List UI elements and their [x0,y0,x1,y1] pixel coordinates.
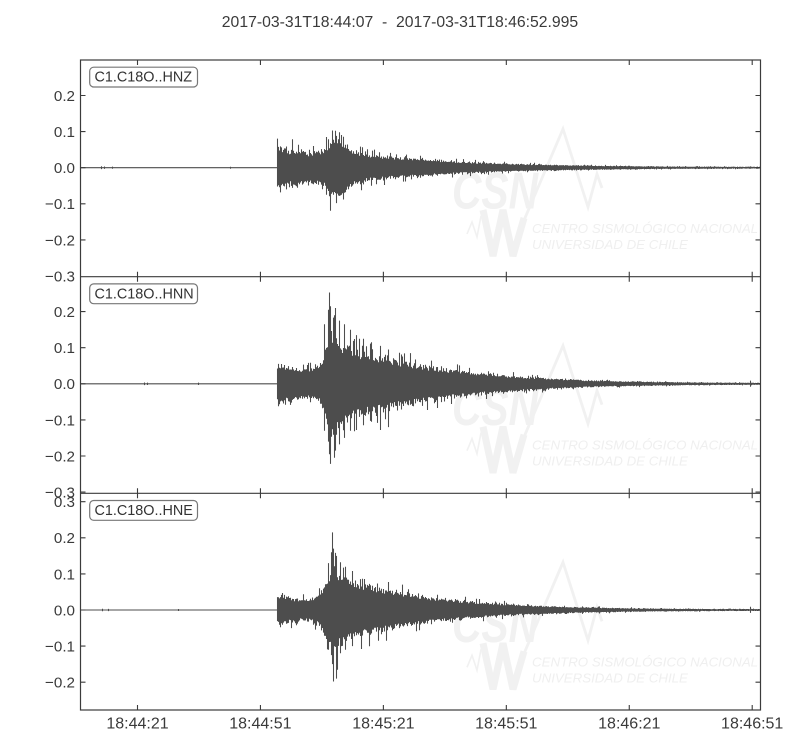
svg-text:0.2: 0.2 [54,530,75,547]
svg-text:0.1: 0.1 [54,566,75,583]
svg-text:0.3: 0.3 [54,494,75,511]
svg-text:C1.C18O..HNE: C1.C18O..HNE [95,503,193,519]
svg-text:UNIVERSIDAD DE CHILE: UNIVERSIDAD DE CHILE [532,237,688,252]
svg-text:−0.1: −0.1 [45,412,75,429]
svg-text:−0.2: −0.2 [45,232,75,249]
svg-text:0.0: 0.0 [54,602,75,619]
svg-text:18:44:21: 18:44:21 [106,716,168,733]
svg-text:18:46:51: 18:46:51 [721,716,783,733]
svg-text:C1.C18O..HNZ: C1.C18O..HNZ [95,70,193,86]
svg-text:−0.3: −0.3 [45,268,75,285]
svg-text:18:44:51: 18:44:51 [229,716,291,733]
svg-text:0.0: 0.0 [54,160,75,177]
svg-text:−0.1: −0.1 [45,196,75,213]
svg-text:0.2: 0.2 [54,304,75,321]
svg-text:18:45:21: 18:45:21 [352,716,414,733]
svg-text:CENTRO SISMOLÓGICO NACIONAL: CENTRO SISMOLÓGICO NACIONAL [532,438,758,453]
svg-text:0.2: 0.2 [54,88,75,105]
svg-text:0.1: 0.1 [54,124,75,141]
svg-text:0.1: 0.1 [54,340,75,357]
svg-text:−0.1: −0.1 [45,639,75,656]
svg-text:CENTRO SISMOLÓGICO NACIONAL: CENTRO SISMOLÓGICO NACIONAL [532,654,758,669]
svg-text:−0.2: −0.2 [45,448,75,465]
svg-text:CENTRO SISMOLÓGICO NACIONAL: CENTRO SISMOLÓGICO NACIONAL [532,221,758,236]
svg-text:C1.C18O..HNN: C1.C18O..HNN [95,286,194,302]
svg-text:CSN: CSN [452,163,539,221]
svg-text:2017-03-31T18:44:07 - 2017-0: 2017-03-31T18:44:07 - 2017-03-31T18:46:5… [222,14,579,31]
svg-text:18:45:51: 18:45:51 [475,716,537,733]
svg-text:−0.3: −0.3 [45,485,75,502]
svg-text:0.0: 0.0 [54,376,75,393]
svg-text:UNIVERSIDAD DE CHILE: UNIVERSIDAD DE CHILE [532,670,688,685]
svg-text:UNIVERSIDAD DE CHILE: UNIVERSIDAD DE CHILE [532,454,688,469]
svg-text:−0.2: −0.2 [45,675,75,692]
svg-text:18:46:21: 18:46:21 [598,716,660,733]
